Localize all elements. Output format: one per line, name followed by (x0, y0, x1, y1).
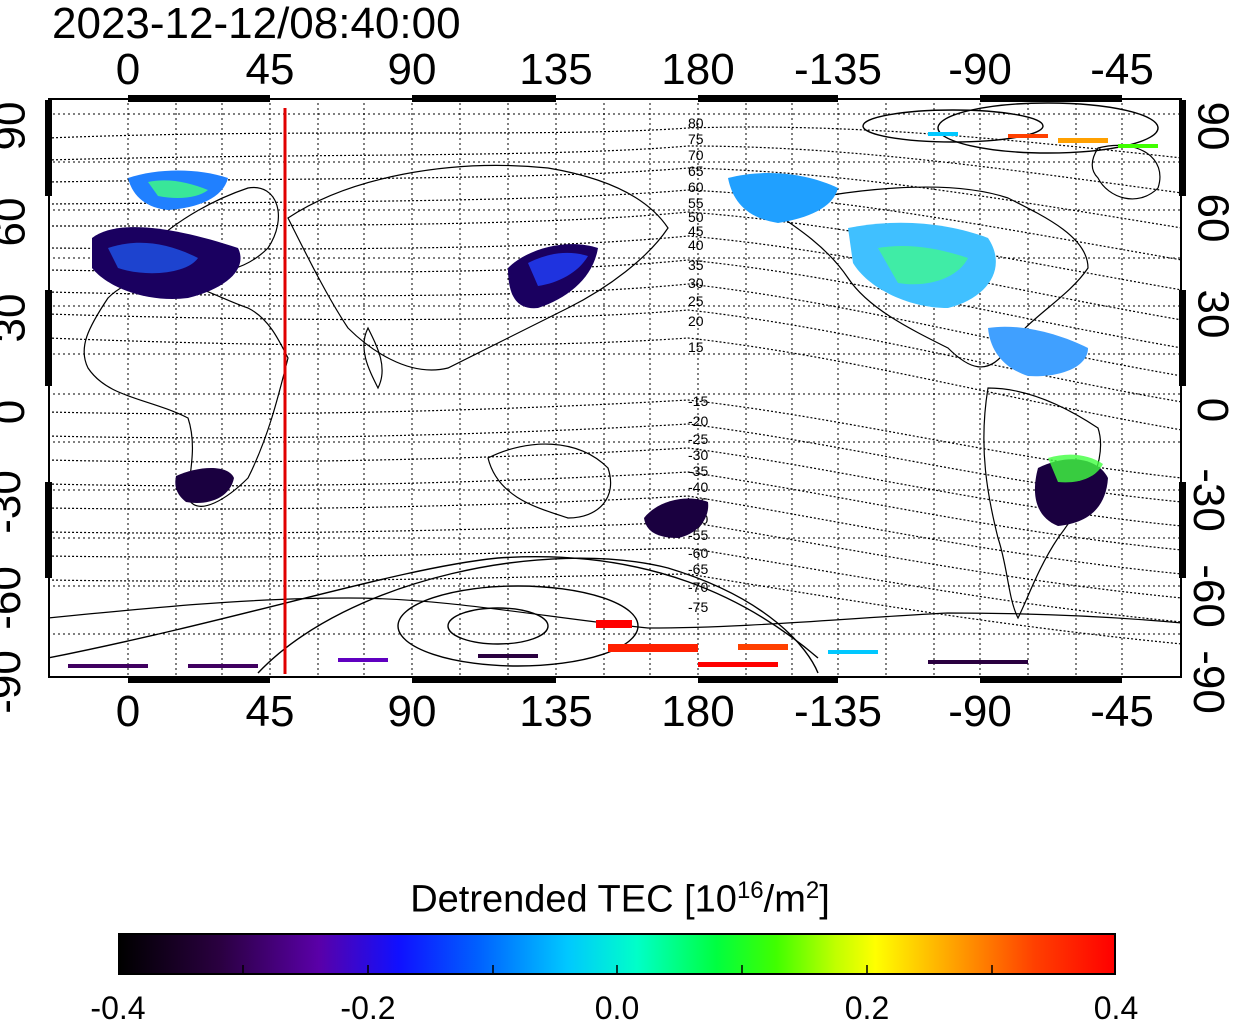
bottom-axis-bar-2 (412, 676, 556, 683)
colorbar-ticks (242, 965, 993, 975)
bottom-axis-bar-4 (980, 676, 1122, 683)
top-tick-2: 90 (387, 45, 437, 94)
graticule (48, 98, 1182, 678)
left-tick-m60: -60 (0, 566, 30, 630)
left-tick-30: 30 (0, 293, 35, 343)
contour-label-75: 75 (688, 131, 704, 147)
left-tick-m90: -90 (0, 650, 30, 714)
top-tick-6: -90 (948, 45, 1012, 94)
top-tick-3: 135 (519, 45, 593, 94)
contour-label-m65: -65 (688, 561, 708, 577)
coastlines (48, 144, 1182, 629)
contour-label-60: 60 (688, 179, 704, 195)
top-tick-0: 0 (115, 45, 141, 94)
colorbar-tick-0: -0.4 (90, 990, 146, 1026)
right-tick-60: 60 (1188, 193, 1238, 243)
top-tick-5: -135 (793, 45, 883, 94)
left-axis-bar-3 (45, 482, 52, 578)
colorbar-tick-1: -0.2 (340, 990, 396, 1026)
contour-label-20: 20 (688, 313, 704, 329)
map-frame (48, 98, 1182, 678)
left-tick-60: 60 (0, 197, 35, 247)
colorbar-tick-2: 0.0 (594, 990, 640, 1026)
bottom-axis-bar-1 (128, 676, 270, 683)
contour-label-m75: -75 (688, 599, 708, 615)
contour-label-50: 50 (688, 209, 704, 225)
contour-label-40: 40 (688, 237, 704, 253)
colorbar-tick-4: 0.4 (1093, 990, 1139, 1026)
magnetic-contours (48, 126, 1182, 645)
contour-label-m25: -25 (688, 431, 708, 447)
top-tick-4: 180 (661, 45, 735, 94)
top-tick-1: 45 (245, 45, 295, 94)
contour-label-m15: -15 (688, 393, 708, 409)
contour-label-m35: -35 (688, 463, 708, 479)
right-tick-m90: -90 (1183, 650, 1233, 714)
contour-label-65: 65 (688, 163, 704, 179)
right-tick-0: 0 (1188, 397, 1238, 423)
bottom-tick-1: 45 (245, 687, 295, 736)
bottom-tick-4: 180 (661, 687, 735, 736)
contour-label-m30: -30 (688, 447, 708, 463)
tec-data (68, 132, 1158, 668)
left-tick-90: 90 (0, 101, 35, 151)
contour-label-70: 70 (688, 147, 704, 163)
bottom-tick-6: -90 (948, 687, 1012, 736)
top-axis-bar-4 (980, 95, 1122, 102)
left-tick-0: 0 (0, 400, 34, 424)
bottom-tick-0: 0 (115, 687, 141, 736)
top-axis-bar-2 (412, 95, 556, 102)
colorbar-title-unit: /m (763, 878, 806, 921)
contour-label-80: 80 (688, 115, 704, 131)
right-tick-m60: -60 (1183, 564, 1233, 628)
colorbar-title-exponent2: 2 (805, 877, 820, 904)
polar-contours (48, 102, 1159, 674)
right-tick-90: 90 (1188, 101, 1238, 151)
right-axis-bar-3 (1179, 482, 1186, 578)
right-axis-bar-2 (1179, 290, 1186, 386)
bottom-tick-5: -135 (793, 687, 883, 736)
contour-label-m60: -60 (688, 545, 708, 561)
contour-label-35: 35 (688, 257, 704, 273)
map-plot: 80 75 70 65 60 55 50 45 40 35 30 25 20 1… (48, 98, 1182, 678)
right-tick-m30: -30 (1183, 468, 1233, 532)
contour-label-m40: -40 (688, 479, 708, 495)
contour-label-30: 30 (688, 275, 704, 291)
colorbar-title: Detrended TEC [1016/m2] (0, 868, 1240, 923)
top-axis-bar-1 (128, 95, 270, 102)
colorbar-title-text: Detrended TEC [10 (410, 878, 737, 921)
left-tick-m30: -30 (0, 470, 30, 534)
contour-label-45: 45 (688, 223, 704, 239)
bottom-tick-7: -45 (1090, 687, 1154, 736)
contour-label-55: 55 (688, 195, 704, 211)
bottom-tick-3: 135 (519, 687, 593, 736)
colorbar-title-exponent: 16 (736, 877, 764, 904)
top-axis-bar-3 (698, 95, 838, 102)
bottom-tick-2: 90 (387, 687, 437, 736)
contour-label-m70: -70 (688, 579, 708, 595)
left-axis-bar-2 (45, 290, 52, 386)
timestamp: 2023-12-12/08:40:00 (52, 0, 461, 48)
right-axis-bar-1 (1179, 100, 1186, 196)
contour-label-m20: -20 (688, 413, 708, 429)
contour-labels: 80 75 70 65 60 55 50 45 40 35 30 25 20 1… (688, 115, 708, 615)
contour-label-25: 25 (688, 293, 704, 309)
colorbar-tick-3: 0.2 (844, 990, 890, 1026)
top-tick-7: -45 (1090, 45, 1154, 94)
right-tick-30: 30 (1188, 289, 1238, 339)
colorbar-title-end: ] (819, 878, 830, 921)
bottom-axis-bar-3 (698, 676, 838, 683)
left-axis-bar-1 (45, 100, 52, 196)
contour-label-15: 15 (688, 339, 704, 355)
